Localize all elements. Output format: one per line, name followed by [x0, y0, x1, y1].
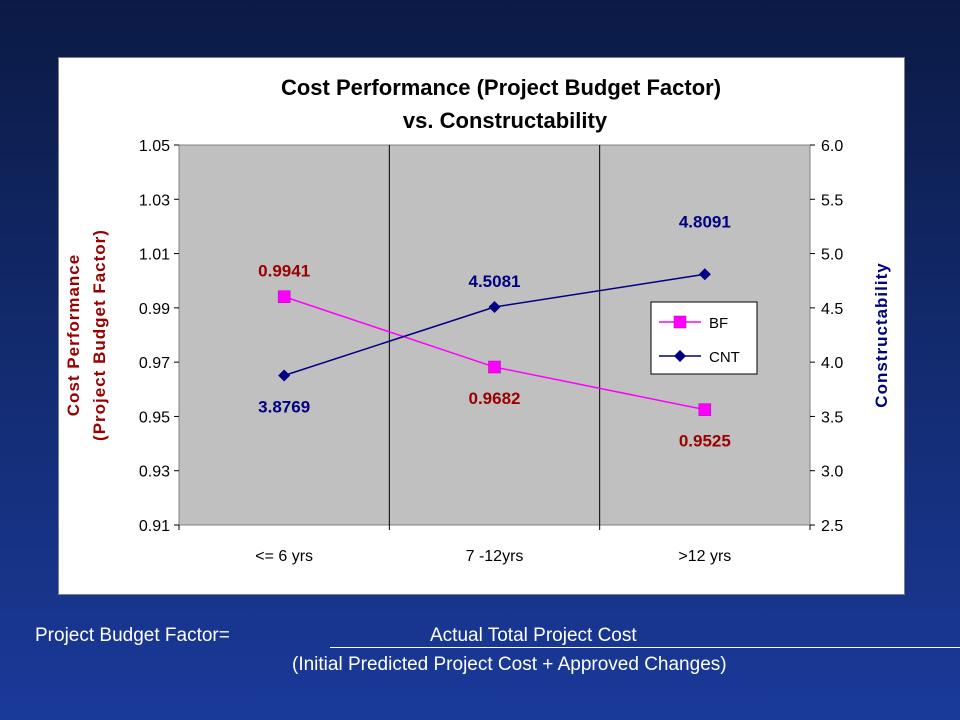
legend-bf-marker — [673, 315, 687, 329]
data-label-layer: 0.9941 0.9682 0.9525 3.8769 4.5081 4.8091 — [258, 212, 731, 450]
legend-cnt-marker — [674, 350, 686, 362]
left-tick-label: 1.03 — [139, 192, 170, 209]
chart-title-line2: vs. Constructability — [403, 108, 608, 133]
x-tick-label: <= 6 yrs — [255, 548, 313, 565]
right-tick-label: 6.0 — [821, 138, 843, 155]
bf-point-marker — [698, 403, 712, 416]
legend-bf-label: BF — [709, 315, 728, 332]
right-axis-title-text: Constructability — [872, 262, 891, 407]
right-tick-label: 3.0 — [821, 464, 843, 481]
data-label-bf: 0.9682 — [469, 389, 521, 408]
right-tick-label: 2.5 — [821, 518, 843, 535]
cnt-point-marker — [698, 268, 711, 281]
left-tick-label: 1.05 — [139, 138, 170, 155]
right-tick-label: 4.0 — [821, 355, 843, 372]
x-axis-ticks: <= 6 yrs 7 -12yrs >12 yrs — [178, 525, 811, 565]
right-tick-label: 4.5 — [821, 301, 843, 318]
bf-point-marker — [488, 360, 501, 374]
series-layer — [277, 268, 712, 416]
right-axis-title: Constructability — [872, 262, 891, 407]
left-tick-label: 0.91 — [139, 518, 170, 535]
formula-label: Project Budget Factor= — [35, 625, 230, 646]
legend: BF CNT — [650, 301, 758, 375]
left-axis-title-line2: (Project Budget Factor) — [90, 229, 109, 441]
data-label-cnt: 4.8091 — [679, 212, 731, 231]
right-tick-label: 5.5 — [821, 192, 843, 209]
right-tick-label: 5.0 — [821, 247, 843, 264]
left-tick-label: 0.95 — [139, 409, 170, 426]
left-axis-title: Cost Performance (Project Budget Factor) — [64, 229, 109, 441]
right-tick-label: 3.5 — [821, 409, 843, 426]
chart-title-line1: Cost Performance (Project Budget Factor) — [281, 75, 721, 100]
chart-svg: Cost Performance (Project Budget Factor)… — [64, 75, 891, 565]
cnt-point-marker — [488, 300, 501, 313]
chart-panel: Cost Performance (Project Budget Factor)… — [58, 57, 905, 595]
left-tick-label: 0.99 — [139, 301, 170, 318]
data-label-bf: 0.9525 — [679, 432, 731, 451]
left-axis-ticks: 1.05 1.03 1.01 0.99 0.97 0.95 0.93 0.91 — [139, 138, 179, 535]
left-tick-label: 0.97 — [139, 355, 170, 372]
data-label-cnt: 3.8769 — [258, 398, 310, 417]
legend-cnt-label: CNT — [709, 349, 740, 366]
cnt-point-marker — [278, 369, 291, 382]
formula-denominator: (Initial Predicted Project Cost + Approv… — [292, 654, 727, 675]
data-label-cnt: 4.5081 — [469, 272, 521, 291]
x-tick-label: 7 -12yrs — [466, 548, 524, 565]
right-axis-ticks: 6.0 5.5 5.0 4.5 4.0 3.5 3.0 2.5 — [810, 138, 843, 535]
data-label-bf: 0.9941 — [258, 262, 310, 281]
grid-layer — [388, 145, 601, 525]
bf-point-marker — [277, 290, 291, 303]
left-tick-label: 1.01 — [139, 247, 170, 264]
formula-numerator: Actual Total Project Cost — [330, 625, 960, 648]
x-tick-label: >12 yrs — [678, 548, 731, 565]
legend-box — [650, 301, 758, 375]
left-tick-label: 0.93 — [139, 464, 170, 481]
left-axis-title-line1: Cost Performance — [64, 254, 83, 416]
